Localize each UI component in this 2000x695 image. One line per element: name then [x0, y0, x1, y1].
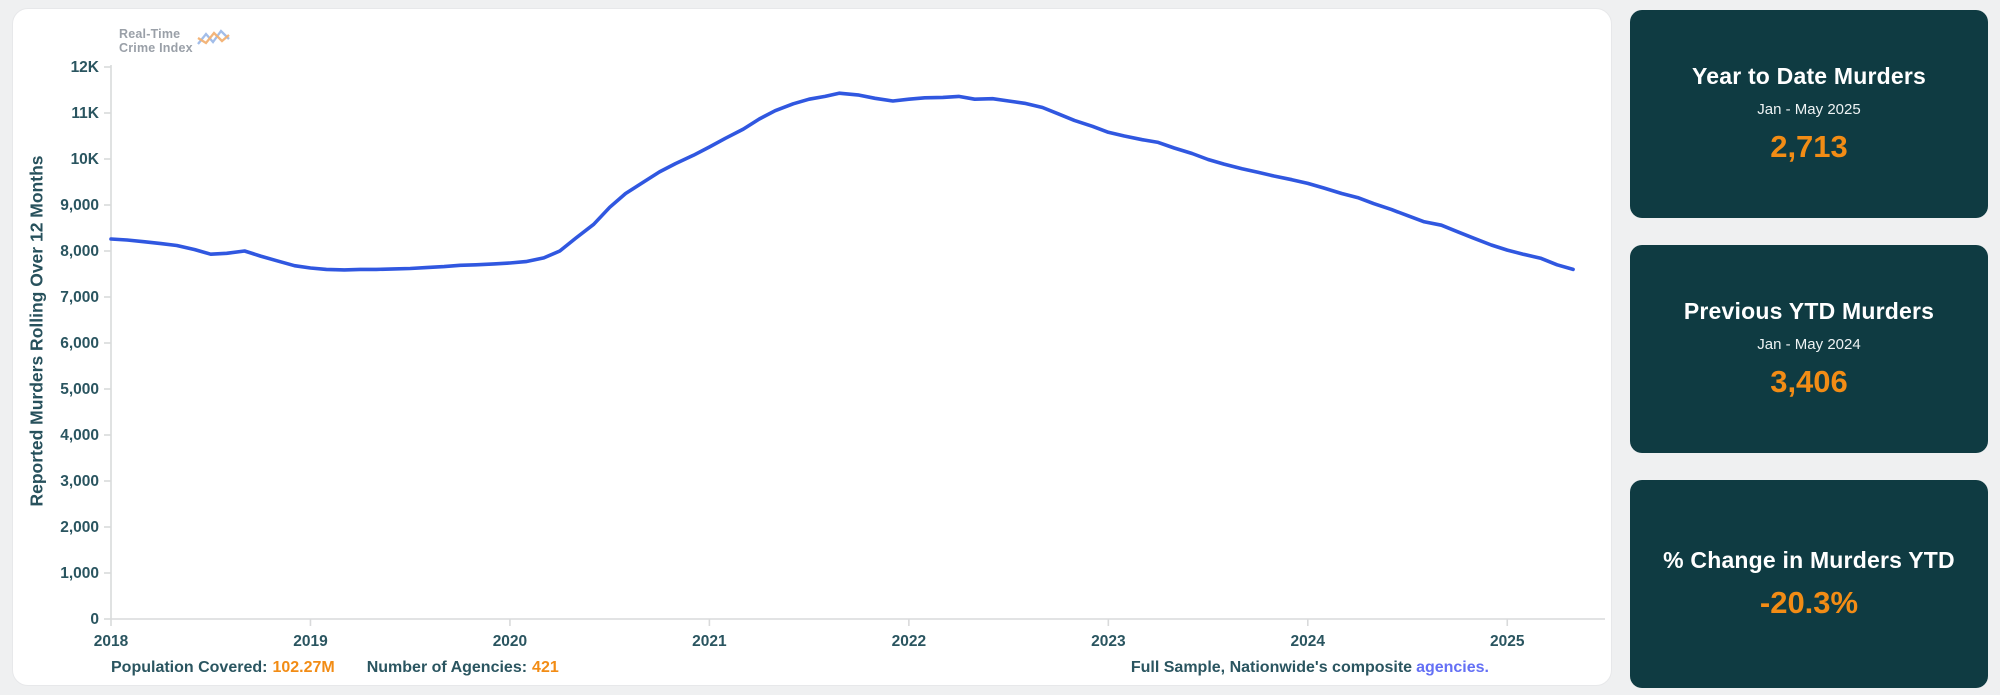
population-covered-value: 102.27M [272, 659, 335, 676]
svg-text:2025: 2025 [1490, 633, 1525, 650]
chart-axes: 12K 11K 10K 9,000 8,000 7,000 6,000 5,000 4,000 3… [60, 59, 1605, 650]
murders-line-chart[interactable]: 12K 11K 10K 9,000 8,000 7,000 6,000 5,000 4,000 3… [13, 9, 1613, 687]
logo-text: Real-Time Crime Index [119, 27, 193, 55]
murders-trend-line [109, 91, 1575, 272]
number-of-agencies-value: 421 [532, 659, 559, 676]
svg-text:4,000: 4,000 [60, 427, 99, 444]
stat-value: 2,713 [1770, 129, 1848, 164]
y-axis-title: Reported Murders Rolling Over 12 Months [26, 155, 47, 507]
stat-value: 3,406 [1770, 364, 1848, 399]
population-covered: Population Covered: 102.27M [111, 659, 335, 676]
stat-cards-column: Year to Date Murders Jan - May 2025 2,71… [1630, 10, 1988, 688]
svg-text:2,000: 2,000 [60, 519, 99, 536]
stat-card-ytd-murders: Year to Date Murders Jan - May 2025 2,71… [1630, 10, 1988, 218]
real-time-crime-index-logo: Real-Time Crime Index [119, 27, 231, 55]
stat-subtitle: Jan - May 2025 [1757, 101, 1861, 118]
stat-title: Previous YTD Murders [1683, 298, 1935, 324]
svg-text:11K: 11K [71, 105, 99, 122]
svg-text:12K: 12K [71, 59, 100, 76]
svg-text:9,000: 9,000 [60, 197, 99, 214]
svg-text:2020: 2020 [493, 633, 527, 650]
number-of-agencies: Number of Agencies: 421 [366, 659, 559, 676]
svg-text:8,000: 8,000 [60, 243, 99, 260]
svg-text:2019: 2019 [293, 633, 328, 650]
svg-text:2021: 2021 [692, 633, 727, 650]
stat-subtitle: Jan - May 2024 [1757, 336, 1861, 353]
svg-text:2022: 2022 [892, 633, 926, 650]
stat-value: -20.3% [1759, 585, 1859, 620]
zigzag-chart-icon [196, 29, 230, 45]
svg-text:5,000: 5,000 [60, 381, 99, 398]
svg-text:2018: 2018 [94, 633, 129, 650]
stat-title: Year to Date Murders [1691, 63, 1927, 89]
svg-text:10K: 10K [71, 151, 100, 168]
svg-text:7,000: 7,000 [60, 289, 99, 306]
svg-text:2024: 2024 [1291, 633, 1326, 650]
svg-text:1,000: 1,000 [60, 565, 99, 582]
svg-text:6,000: 6,000 [60, 335, 99, 352]
chart-card: 12K 11K 10K 9,000 8,000 7,000 6,000 5,000 4,000 3… [12, 8, 1612, 686]
chart-footnotes-left: Population Covered: 102.27M Number of Age… [111, 659, 559, 677]
agencies-link[interactable]: agencies. [1416, 659, 1489, 676]
svg-text:0: 0 [90, 611, 99, 628]
svg-text:2023: 2023 [1091, 633, 1126, 650]
sample-description: Full Sample, Nationwide's composite agenc… [1130, 659, 1489, 676]
stat-card-previous-ytd-murders: Previous YTD Murders Jan - May 2024 3,40… [1630, 245, 1988, 453]
stat-card-pct-change-murders: % Change in Murders YTD -20.3% [1630, 480, 1988, 688]
svg-text:3,000: 3,000 [60, 473, 99, 490]
stat-title: % Change in Murders YTD [1663, 547, 1955, 573]
